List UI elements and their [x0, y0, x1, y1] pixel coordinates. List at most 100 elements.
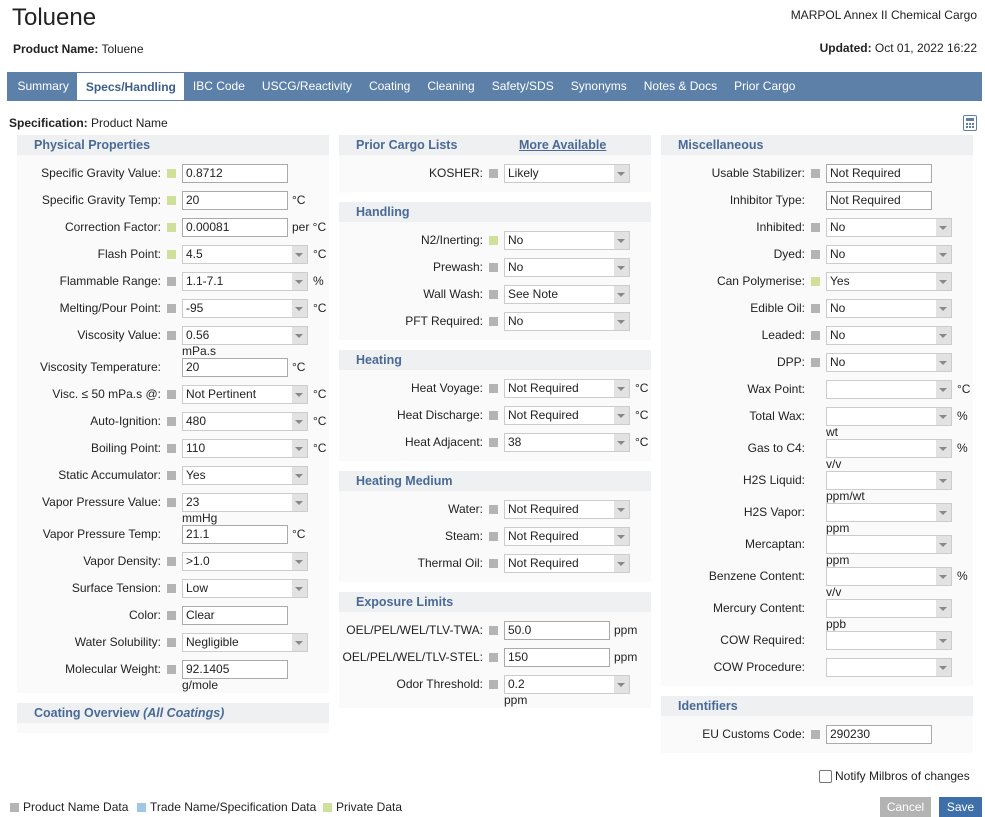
field-label: Total Wax: — [749, 409, 805, 423]
dropdown[interactable] — [826, 535, 952, 554]
source-flag — [167, 471, 176, 480]
text-input[interactable]: 50.0 — [504, 621, 610, 640]
dropdown[interactable]: Not Required — [504, 406, 630, 425]
dropdown[interactable]: 23 — [182, 493, 308, 512]
text-input[interactable]: Clear — [182, 606, 288, 625]
dropdown[interactable] — [826, 658, 952, 677]
dropdown[interactable]: 480 — [182, 412, 308, 431]
legend-swatch — [10, 802, 19, 812]
dropdown[interactable]: Yes — [182, 466, 308, 485]
dropdown-arrow — [939, 479, 947, 483]
dropdown[interactable]: No — [826, 326, 952, 345]
dropdown[interactable]: 110 — [182, 439, 308, 458]
text-input[interactable]: 0.00081 — [182, 218, 288, 237]
text-input[interactable]: 0.8712 — [182, 164, 288, 183]
dropdown[interactable]: 0.2 — [504, 675, 630, 694]
text-input[interactable]: 290230 — [826, 725, 932, 744]
dropdown[interactable]: See Note — [504, 285, 630, 304]
dropdown-arrow — [939, 415, 947, 419]
field-row: COW Procedure: — [661, 654, 973, 681]
tab[interactable]: Cleaning — [427, 79, 475, 93]
dropdown-arrow — [295, 587, 303, 591]
dropdown-arrow — [939, 361, 947, 365]
text-input[interactable]: 92.1405 — [182, 660, 288, 679]
dropdown[interactable] — [826, 567, 952, 586]
dropdown-arrow — [295, 447, 303, 451]
dropdown[interactable]: No — [504, 312, 630, 331]
dropdown[interactable]: 1.1-7.1 — [182, 272, 308, 291]
dropdown[interactable] — [826, 631, 952, 650]
text-input[interactable]: Not Required — [826, 191, 932, 210]
dropdown[interactable] — [826, 503, 952, 522]
dropdown[interactable]: No — [504, 258, 630, 277]
dropdown[interactable]: 0.56 — [182, 326, 308, 345]
dropdown[interactable]: 4.5 — [182, 245, 308, 264]
tab[interactable]: Synonyms — [570, 79, 627, 93]
field-label: Water: — [448, 502, 483, 516]
section-note[interactable]: (All Coatings) — [143, 706, 225, 720]
dropdown[interactable]: Not Required — [504, 527, 630, 546]
tab[interactable]: Safety/SDS — [491, 79, 554, 93]
field-label: Flash Point: — [97, 247, 161, 261]
save-button[interactable]: Save — [939, 797, 982, 817]
dropdown-arrow — [939, 543, 947, 547]
text-input[interactable]: 20 — [182, 191, 288, 210]
dropdown[interactable] — [826, 471, 952, 490]
unit: g/mole — [182, 678, 219, 692]
source-flag — [167, 196, 176, 205]
tab[interactable]: Prior Cargo — [734, 79, 796, 93]
column: Miscellaneous Usable Stabilizer: Not Requi… — [661, 135, 973, 763]
tab[interactable]: USCG/Reactivity — [261, 79, 352, 93]
dropdown[interactable]: -95 — [182, 299, 308, 318]
source-flag — [811, 223, 820, 232]
source-flag — [167, 250, 176, 259]
field-label: Inhibited: — [756, 220, 805, 234]
section-title: Heating Medium — [356, 474, 453, 488]
text-input[interactable]: Not Required — [826, 164, 932, 183]
tab[interactable]: Notes & Docs — [643, 79, 718, 93]
dropdown-arrow — [617, 266, 625, 270]
section-body: EU Customs Code: 290230 — [661, 716, 973, 753]
tab[interactable]: Specs/Handling — [77, 73, 185, 100]
legend-item: Product Name Data — [10, 800, 128, 814]
dropdown[interactable]: Not Required — [504, 379, 630, 398]
source-flag — [811, 277, 820, 286]
text-input[interactable]: 20 — [182, 358, 288, 377]
dropdown[interactable]: 38 — [504, 433, 630, 452]
unit: ppm/wt — [826, 489, 865, 503]
dropdown[interactable]: Not Required — [504, 500, 630, 519]
notify-checkbox[interactable] — [819, 769, 832, 783]
text-input[interactable]: 21.1 — [182, 525, 288, 544]
section-link[interactable]: More Available — [519, 138, 607, 152]
tab[interactable]: Summary — [17, 79, 69, 93]
dropdown[interactable]: Low — [182, 579, 308, 598]
tab[interactable]: IBC Code — [192, 79, 245, 93]
dropdown[interactable] — [826, 439, 952, 458]
unit: °C — [313, 301, 327, 315]
dropdown[interactable]: Not Required — [504, 554, 630, 573]
dropdown[interactable] — [826, 407, 952, 426]
dropdown[interactable] — [826, 380, 952, 399]
calculator-icon[interactable] — [963, 115, 977, 131]
dropdown[interactable]: No — [826, 218, 952, 237]
cancel-button[interactable]: Cancel — [880, 797, 931, 817]
field-row: Surface Tension: Low — [17, 575, 329, 602]
dropdown[interactable]: Likely — [504, 164, 630, 183]
dropdown[interactable]: Yes — [826, 272, 952, 291]
dropdown[interactable]: No — [826, 245, 952, 264]
dropdown[interactable]: No — [826, 299, 952, 318]
source-flag — [489, 317, 498, 326]
unit: °C — [292, 193, 306, 207]
dropdown-arrow — [939, 226, 947, 230]
tab[interactable]: Coating — [368, 79, 411, 93]
dropdown-arrow — [939, 639, 947, 643]
dropdown[interactable]: Negligible — [182, 633, 308, 652]
dropdown-arrow — [617, 239, 625, 243]
dropdown[interactable] — [826, 599, 952, 618]
dropdown[interactable]: No — [826, 353, 952, 372]
text-input[interactable]: 150 — [504, 648, 610, 667]
field-label: Inhibitor Type: — [729, 193, 805, 207]
dropdown[interactable]: >1.0 — [182, 552, 308, 571]
dropdown[interactable]: No — [504, 231, 630, 250]
dropdown[interactable]: Not Pertinent — [182, 385, 308, 404]
